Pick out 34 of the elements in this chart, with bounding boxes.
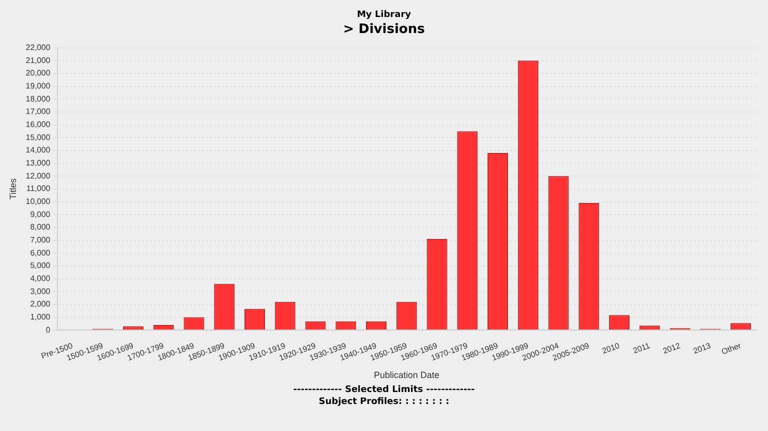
text: Subject Profiles: : : : : : : :	[318, 397, 450, 409]
y-tick-label: 8,000	[30, 222, 51, 232]
x-axis-title: Publication Date	[374, 370, 440, 380]
y-tick-label: 2,000	[30, 300, 51, 309]
y-tick-label: 0	[46, 325, 51, 334]
chart-title: > Divisions	[342, 22, 426, 39]
y-tick-label: 10,000	[26, 196, 51, 206]
y-tick-label: 18,000	[26, 94, 51, 104]
text: ------------- Selected Limits -------------	[292, 385, 476, 397]
x-tick-label: 2010	[600, 340, 622, 356]
y-tick-label: 6,000	[30, 248, 51, 258]
y-tick-label: 11,000	[26, 184, 51, 194]
y-tick-label: 15,000	[26, 132, 51, 142]
y-tick-label: 9,000	[30, 210, 51, 219]
y-tick-label: 20,000	[26, 68, 51, 78]
y-tick-label: 7,000	[30, 235, 51, 244]
y-tick-label: 14,000	[26, 146, 51, 155]
y-axis-title: Titles	[8, 178, 18, 200]
y-tick-label: 5,000	[30, 261, 51, 270]
y-tick-label: 21,000	[26, 56, 51, 65]
y-tick-label: 17,000	[26, 107, 51, 116]
chart-subtitle: My Library	[356, 9, 412, 22]
y-tick-label: 4,000	[30, 274, 51, 283]
y-tick-label: 1,000	[30, 312, 51, 322]
x-tick-label: 2013	[692, 340, 712, 356]
x-tick-label: 2011	[632, 340, 652, 356]
y-tick-label: 13,000	[26, 158, 51, 168]
x-tick-label: 2012	[662, 340, 682, 356]
y-tick-label: 16,000	[26, 120, 51, 129]
x-tick-label: Other	[720, 340, 743, 356]
y-tick-label: 12,000	[26, 171, 51, 180]
y-tick-label: 19,000	[26, 82, 51, 90]
y-tick-label: 3,000	[30, 286, 51, 296]
y-tick-label: 22,000	[26, 43, 51, 52]
